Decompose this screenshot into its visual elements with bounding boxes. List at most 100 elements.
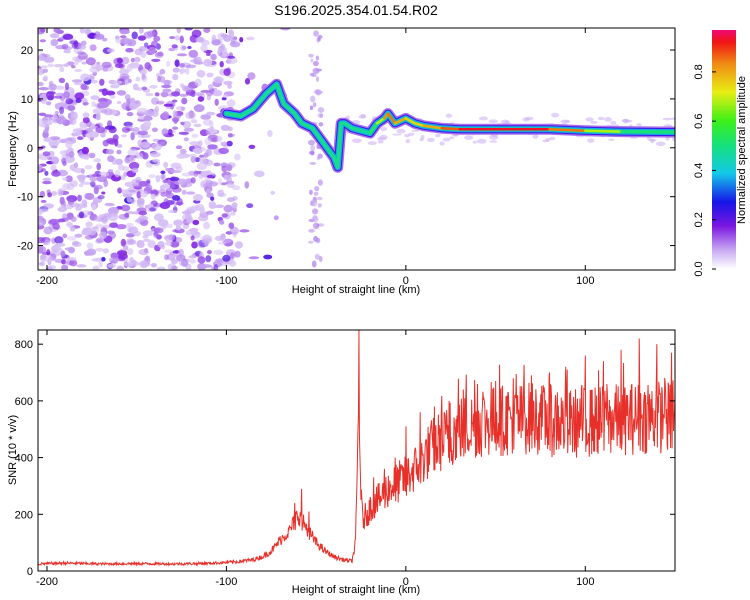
spectrogram-noise-blob bbox=[168, 47, 176, 52]
spectrogram-noise-blob bbox=[49, 136, 61, 141]
spectrogram-noise-blob bbox=[163, 184, 170, 190]
spectrogram-noise-blob bbox=[230, 36, 237, 42]
spectrogram-halo-blob bbox=[585, 117, 594, 122]
spectrogram-noise-blob bbox=[72, 128, 82, 137]
spectrogram-noise-blob bbox=[114, 63, 124, 68]
spectrogram-halo-blob bbox=[464, 135, 474, 140]
spectrogram-noise-blob bbox=[317, 179, 323, 186]
spectrogram-noise-blob bbox=[93, 158, 102, 163]
spectrogram-noise-blob bbox=[157, 241, 165, 248]
spectrogram-halo-blob bbox=[411, 129, 420, 132]
spectrogram-noise-blob bbox=[51, 244, 62, 252]
spectrogram-noise-blob bbox=[38, 118, 45, 127]
spectrogram-noise-blob bbox=[84, 252, 90, 256]
spectrogram-noise-blob bbox=[69, 151, 75, 158]
spectrogram-noise-blob bbox=[176, 28, 181, 34]
spectrogram-noise-blob bbox=[89, 44, 97, 52]
spectrogram-noise-blob bbox=[51, 156, 60, 165]
spectrogram-noise-blob bbox=[280, 28, 291, 31]
spectrogram-noise-blob bbox=[50, 39, 59, 47]
spectrogram-noise-blob bbox=[196, 162, 207, 170]
spectrogram-noise-blob bbox=[211, 39, 221, 46]
spectrogram-noise-blob bbox=[101, 88, 108, 96]
spectrogram-noise-blob bbox=[90, 95, 100, 101]
spectrogram-halo-blob bbox=[587, 138, 595, 143]
spectrogram-noise-blob bbox=[98, 259, 103, 268]
spectrogram-noise-blob bbox=[226, 55, 236, 59]
snr-panel: -200 -100 0 100 0 200 400 600 800 Height of str… bbox=[7, 329, 676, 596]
spectrogram-noise-blob bbox=[154, 105, 160, 113]
spectrogram-noise-blob bbox=[105, 137, 117, 144]
spectrogram-noise-blob bbox=[175, 201, 184, 206]
spectrogram-noise-blob bbox=[145, 184, 153, 192]
spectrogram-noise-blob bbox=[82, 102, 89, 106]
spectrogram-noise-blob bbox=[137, 116, 145, 120]
spectrogram-noise-blob bbox=[48, 116, 53, 121]
spectrogram-noise-blob bbox=[204, 137, 212, 146]
spectrogram-noise-blob bbox=[312, 102, 317, 108]
spectrogram-noise-blob bbox=[229, 226, 239, 235]
spectrogram-noise-blob bbox=[214, 77, 221, 84]
spectrogram-marks bbox=[38, 28, 675, 270]
spectrogram-noise-blob bbox=[187, 46, 192, 49]
spectrogram-noise-blob bbox=[142, 230, 154, 237]
spectrogram-noise-blob bbox=[127, 239, 137, 245]
spectrogram-noise-blob bbox=[172, 253, 178, 257]
spectrogram-x-tick-label: -200 bbox=[36, 275, 58, 287]
spectrogram-halo-blob bbox=[476, 138, 487, 144]
snr-y-tick-label: 800 bbox=[15, 339, 33, 351]
spectrogram-noise-blob bbox=[127, 248, 134, 256]
spectrogram-noise-blob bbox=[232, 207, 237, 213]
spectrogram-noise-blob bbox=[44, 170, 49, 176]
spectrogram-noise-blob bbox=[168, 128, 173, 136]
spectrogram-noise-blob bbox=[163, 103, 174, 107]
spectrogram-noise-blob bbox=[151, 127, 158, 133]
spectrogram-ridge-core bbox=[619, 130, 675, 134]
spectrogram-noise-blob bbox=[101, 256, 106, 262]
spectrogram-noise-blob bbox=[62, 177, 68, 181]
spectrogram-noise-blob bbox=[82, 116, 90, 124]
spectrogram-noise-blob bbox=[66, 221, 73, 227]
spectrogram-halo-blob bbox=[426, 137, 435, 143]
spectrogram-halo-blob bbox=[542, 139, 550, 143]
spectrogram-noise-blob bbox=[175, 145, 183, 150]
spectrogram-noise-blob bbox=[213, 162, 221, 167]
spectrogram-noise-blob bbox=[175, 225, 182, 231]
spectrogram-noise-blob bbox=[43, 56, 55, 63]
spectrogram-halo-blob bbox=[636, 123, 642, 127]
spectrogram-noise-blob bbox=[185, 111, 196, 120]
spectrogram-halo-blob bbox=[670, 117, 675, 120]
spectrogram-noise-blob bbox=[179, 148, 187, 155]
spectrogram-noise-blob bbox=[163, 249, 173, 253]
spectrogram-noise-blob bbox=[80, 155, 89, 160]
spectrogram-noise-blob bbox=[171, 99, 178, 103]
spectrogram-noise-blob bbox=[139, 260, 149, 269]
spectrogram-ridge-core bbox=[413, 122, 426, 128]
spectrogram-noise-blob bbox=[73, 82, 85, 86]
spectrogram-noise-blob bbox=[207, 84, 214, 90]
spectrogram-noise-blob bbox=[308, 53, 314, 58]
snr-y-label: SNR (10 * v/v) bbox=[7, 415, 19, 485]
spectrogram-noise-blob bbox=[226, 197, 236, 203]
spectrogram-noise-blob bbox=[106, 90, 116, 96]
spectrogram-noise-blob bbox=[117, 187, 122, 194]
spectrogram-noise-blob bbox=[107, 169, 114, 173]
spectrogram-noise-blob bbox=[172, 126, 179, 130]
spectrogram-noise-blob bbox=[112, 80, 123, 85]
spectrogram-noise-blob bbox=[219, 220, 225, 225]
spectrogram-noise-blob bbox=[267, 129, 273, 138]
spectrogram-noise-blob bbox=[136, 203, 145, 207]
spectrogram-noise-blob bbox=[171, 44, 178, 49]
spectrogram-noise-blob bbox=[116, 57, 123, 64]
spectrogram-noise-blob bbox=[54, 236, 64, 244]
spectrogram-noise-blob bbox=[77, 194, 82, 202]
spectrogram-noise-blob bbox=[199, 157, 207, 164]
spectrogram-noise-blob bbox=[151, 143, 163, 151]
spectrogram-noise-blob bbox=[43, 128, 49, 134]
spectrogram-noise-blob bbox=[91, 101, 96, 107]
spectrogram-noise-blob bbox=[84, 28, 92, 35]
spectrogram-noise-blob bbox=[179, 35, 184, 44]
spectrogram-noise-blob bbox=[234, 250, 241, 258]
spectrogram-halo-blob bbox=[488, 119, 499, 124]
colorbar-tick-label: 0.8 bbox=[693, 64, 705, 79]
